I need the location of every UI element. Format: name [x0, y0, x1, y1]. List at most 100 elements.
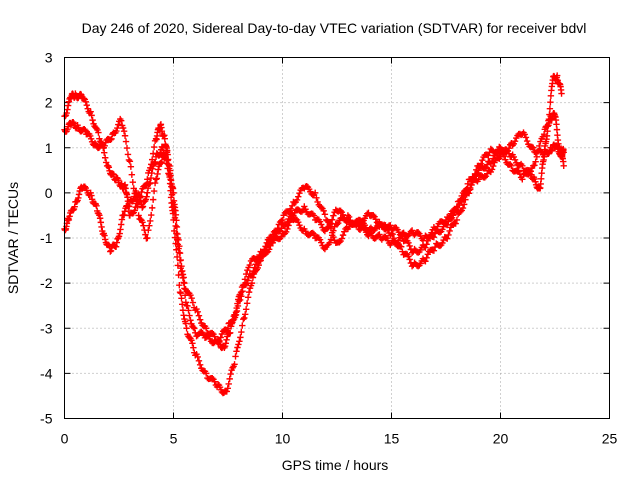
- data-point: [116, 230, 123, 237]
- data-point: [152, 158, 159, 166]
- axis-tick-labels: 0 5 10 15 20 25 -5 -4 -3 -2 -1 0 1 2 3: [40, 50, 617, 447]
- data-point: [82, 98, 90, 106]
- data-point: [146, 180, 153, 188]
- data-point: [242, 306, 250, 313]
- data-point: [528, 143, 536, 151]
- x-tick-label: 15: [384, 431, 400, 447]
- data-point: [232, 312, 239, 319]
- data-point: [172, 222, 179, 230]
- data-point: [423, 241, 430, 248]
- data-point: [446, 227, 453, 235]
- data-point: [232, 309, 240, 316]
- data-point: [148, 169, 155, 177]
- data-point: [521, 131, 528, 138]
- data-point: [188, 337, 195, 344]
- data-point: [313, 194, 320, 201]
- y-tick-label: -1: [40, 230, 53, 246]
- data-point: [338, 235, 346, 242]
- data-point: [173, 236, 181, 243]
- data-point: [109, 170, 117, 178]
- data-point: [154, 170, 161, 178]
- data-point: [97, 219, 105, 226]
- data-point: [453, 207, 461, 215]
- data-point: [70, 206, 77, 214]
- data-point: [239, 322, 246, 329]
- data-point: [339, 231, 347, 239]
- data-point: [249, 270, 256, 278]
- data-point: [287, 205, 295, 213]
- data-point: [149, 165, 156, 173]
- data-point: [296, 189, 303, 197]
- data-point: [320, 207, 327, 214]
- data-point: [318, 221, 325, 228]
- data-point: [139, 204, 146, 211]
- data-point: [121, 132, 129, 139]
- data-point: [532, 158, 539, 165]
- data-point: [228, 320, 235, 327]
- data-point: [447, 215, 455, 223]
- y-tick-label: -2: [40, 275, 53, 291]
- data-point: [194, 308, 201, 316]
- data-point: [147, 217, 154, 225]
- data-point: [242, 281, 250, 288]
- data-point: [182, 320, 190, 327]
- data-point: [330, 212, 337, 219]
- data-point: [185, 307, 192, 314]
- data-point: [196, 316, 204, 323]
- data-point: [132, 194, 139, 201]
- data-point: [476, 163, 484, 171]
- data-point: [209, 329, 216, 337]
- data-point: [328, 229, 336, 236]
- data-point: [101, 154, 109, 161]
- data-point: [279, 216, 286, 224]
- data-point: [107, 248, 114, 255]
- data-point: [124, 151, 132, 158]
- data-point: [179, 307, 187, 314]
- data-point: [270, 237, 278, 244]
- data-point: [237, 334, 244, 341]
- data-point: [414, 229, 422, 236]
- data-point: [114, 124, 121, 132]
- y-tick-label: -5: [40, 411, 53, 427]
- data-point: [120, 128, 128, 135]
- data-point: [405, 253, 412, 260]
- data-point: [117, 221, 125, 228]
- data-point: [226, 329, 234, 336]
- data-point: [88, 192, 95, 199]
- data-point: [130, 185, 137, 192]
- data-point: [96, 215, 104, 222]
- data-point: [81, 183, 89, 190]
- grid: [64, 57, 610, 419]
- data-point: [223, 336, 230, 343]
- data-point: [293, 196, 301, 204]
- data-point: [113, 239, 121, 246]
- data-point: [245, 288, 253, 296]
- data-point: [273, 229, 280, 236]
- data-point: [120, 211, 128, 219]
- data-point: [238, 328, 245, 336]
- data-point: [318, 239, 325, 246]
- data-point: [180, 312, 187, 319]
- data-point: [82, 127, 89, 134]
- data-point: [87, 108, 94, 115]
- data-point: [133, 198, 140, 205]
- data-point: [151, 159, 158, 167]
- data-point: [393, 240, 400, 247]
- data-point: [453, 216, 461, 224]
- x-tick-label: 0: [61, 431, 69, 447]
- data-point: [560, 162, 567, 169]
- data-point: [117, 117, 125, 124]
- data-point: [107, 247, 115, 255]
- data-point: [101, 142, 108, 150]
- data-point: [98, 223, 105, 231]
- data-point: [530, 144, 537, 151]
- x-tick-label: 25: [602, 431, 618, 447]
- data-point: [456, 202, 463, 209]
- data-point: [131, 190, 138, 197]
- data-point: [152, 176, 160, 183]
- data-point: [179, 271, 186, 278]
- data-point: [70, 118, 77, 126]
- data-point: [439, 226, 446, 233]
- data-point: [66, 213, 73, 220]
